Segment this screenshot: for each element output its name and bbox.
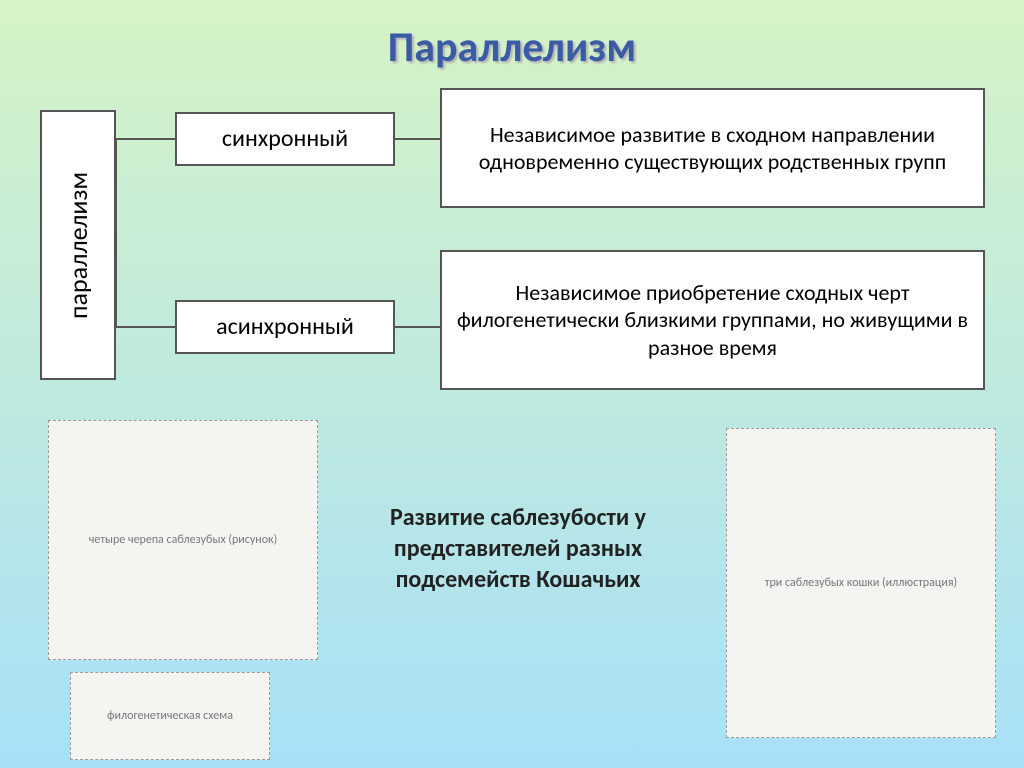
connector-sync-to-desc: [395, 138, 440, 140]
page-title: Параллелизм: [0, 22, 1024, 73]
phylo-tree-illustration: филогенетическая схема: [70, 672, 270, 760]
desc-box-asynchronous: Независимое приобретение сходных черт фи…: [440, 250, 985, 390]
desc-box-synchronous: Независимое развитие в сходном направлен…: [440, 88, 985, 208]
connector-root-to-async: [116, 326, 175, 328]
connector-root-vertical: [115, 139, 117, 327]
example-caption: Развитие саблезубости у представителей р…: [328, 502, 708, 596]
type-box-synchronous: синхронный: [175, 112, 395, 166]
sabertooth-cats-illustration: три саблезубых кошки (иллюстрация): [726, 428, 996, 738]
type-box-asynchronous: асинхронный: [175, 300, 395, 354]
connector-async-to-desc: [395, 326, 440, 328]
root-parallelism-box: параллелизм: [40, 110, 116, 380]
connector-root-to-sync: [116, 138, 175, 140]
skulls-illustration: четыре черепа саблезубых (рисунок): [48, 420, 318, 660]
